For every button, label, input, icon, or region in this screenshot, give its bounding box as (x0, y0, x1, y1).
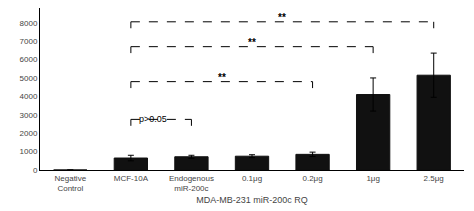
svg-text:1μg: 1μg (366, 174, 380, 183)
svg-text:**: ** (278, 12, 286, 23)
svg-text:2000: 2000 (20, 129, 38, 138)
svg-text:**: ** (218, 72, 226, 83)
svg-text:3000: 3000 (20, 111, 38, 120)
svg-text:0.2μg: 0.2μg (302, 174, 322, 183)
svg-text:**: ** (248, 37, 256, 48)
svg-text:0.1μg: 0.1μg (242, 174, 262, 183)
svg-text:p>0.05: p>0.05 (139, 114, 167, 124)
svg-text:EndogenousmiR-200c: EndogenousmiR-200c (169, 174, 214, 193)
svg-text:5000: 5000 (20, 74, 38, 83)
svg-text:MDA-MB-231 miR-200c RQ: MDA-MB-231 miR-200c RQ (196, 195, 308, 205)
svg-text:7000: 7000 (20, 37, 38, 46)
svg-text:MCF-10A: MCF-10A (114, 174, 149, 183)
svg-text:4000: 4000 (20, 92, 38, 101)
svg-text:8000: 8000 (20, 19, 38, 28)
svg-text:2.5μg: 2.5μg (424, 174, 444, 183)
svg-text:6000: 6000 (20, 55, 38, 64)
svg-text:1000: 1000 (20, 147, 38, 156)
svg-text:NegativeControl: NegativeControl (55, 174, 87, 193)
svg-text:0: 0 (33, 166, 38, 175)
